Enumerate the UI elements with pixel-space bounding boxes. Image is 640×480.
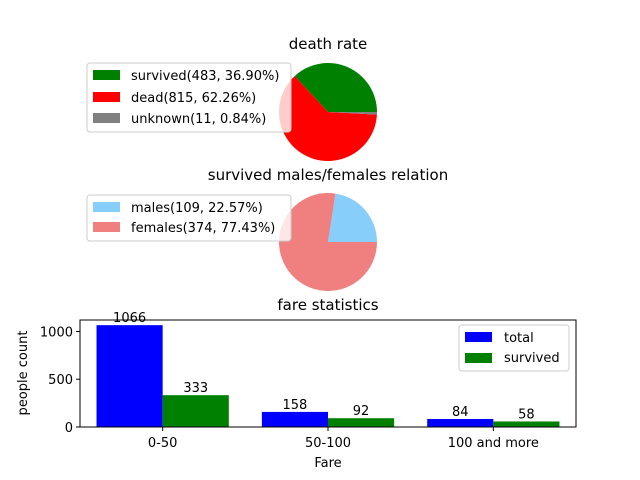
legend-label-survived: survived(483, 36.90%) [131,69,279,84]
pie-slice-females [279,192,377,291]
y-tick-label-500: 500 [48,373,73,388]
males-females-legend: males(109, 22.57%) females(374, 77.43%) [86,194,292,242]
fare-bars: 1066 333 158 92 84 58 [96,311,560,427]
fare-statistics-title: fare statistics [277,296,378,314]
bar-survived-0-50 [162,395,229,427]
data-label-survived-100-and-more: 58 [518,407,535,422]
fare-legend: total survived [458,324,570,372]
pie-slice-survived [294,63,377,112]
pie-slice-males [328,193,377,242]
legend-swatch-total [465,332,492,342]
males-females-pie [279,192,377,291]
legend-label-survived-fare: survived [504,351,560,366]
fare-axes: 0-50 50-100 100 and more 0 500 1000 [40,319,577,451]
legend-label-males: males(109, 22.57%) [131,201,263,216]
bar-survived-100-and-more [493,421,560,427]
death-rate-pie [278,63,377,162]
pie-slice-unknown [328,112,377,115]
y-axis-label: people count [16,331,31,416]
legend-swatch-females [93,222,120,232]
x-tick-label-0-50: 0-50 [148,436,178,451]
death-rate-legend: survived(483, 36.90%) dead(815, 62.26%) … [86,62,292,133]
bar-total-50-100 [261,411,328,427]
legend-swatch-dead [93,92,120,102]
males-females-title: survived males/females relation [208,166,448,184]
death-rate-title: death rate [289,35,368,53]
bar-total-100-and-more [427,418,494,427]
data-label-total-100-and-more: 84 [452,405,469,420]
legend-label-females: females(374, 77.43%) [131,221,275,236]
y-tick-label-0: 0 [65,421,73,436]
legend-swatch-males [93,202,120,212]
y-tick-label-1000: 1000 [40,325,73,340]
data-label-survived-50-100: 92 [353,404,370,419]
legend-label-unknown: unknown(11, 0.84%) [131,112,266,127]
pie-slice-dead [278,76,377,162]
legend-label-dead: dead(815, 62.26%) [131,91,256,106]
legend-label-total: total [504,331,534,346]
data-label-survived-0-50: 333 [183,381,208,396]
legend-swatch-survived-fare [465,353,492,363]
legend-swatch-unknown [93,113,120,123]
legend-swatch-survived [93,70,120,80]
bar-total-0-50 [96,325,163,427]
death-rate-chart: death rate survived(483, 36.90%) dead(81… [86,35,377,162]
plot-frame [79,319,577,428]
x-tick-label-100-and-more: 100 and more [448,436,539,451]
data-label-total-50-100: 158 [283,398,308,413]
x-tick-label-50-100: 50-100 [305,436,351,451]
x-axis-label: Fare [314,456,341,471]
fare-statistics-chart: fare statistics 1066 333 158 92 84 58 0-50 50-… [16,296,577,471]
bar-survived-50-100 [328,418,395,427]
data-label-total-0-50: 1066 [113,311,146,326]
males-females-chart: survived males/females relation males(10… [86,166,448,291]
